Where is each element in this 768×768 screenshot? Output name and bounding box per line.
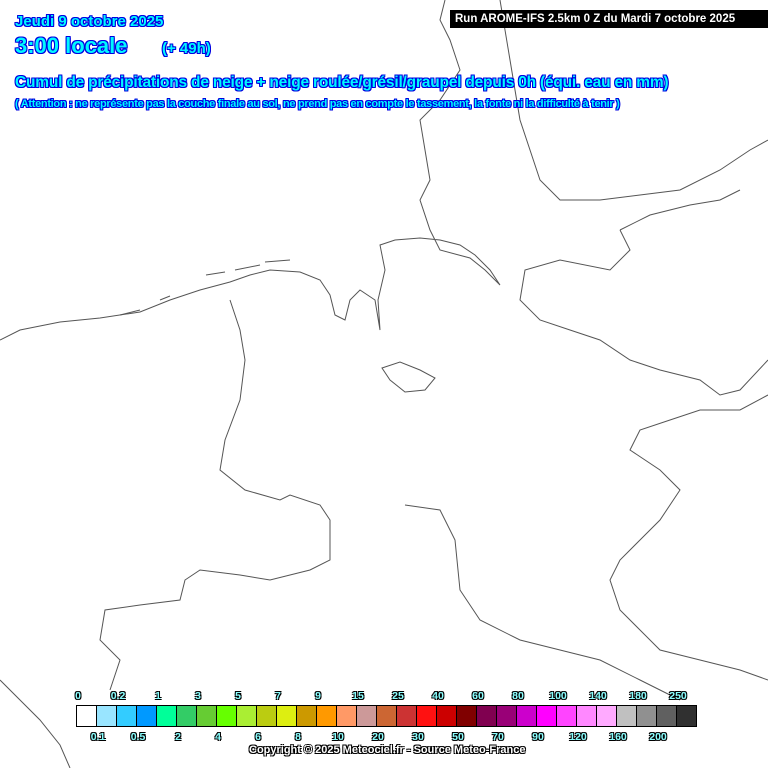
legend-label: 60 — [472, 690, 484, 702]
legend-label: 4 — [215, 731, 221, 743]
legend-label: 100 — [549, 690, 567, 702]
map-title: Cumul de précipitations de neige + neige… — [15, 74, 669, 91]
legend-label: 0.5 — [130, 731, 146, 743]
legend-label: 90 — [532, 731, 544, 743]
legend-swatch — [117, 706, 137, 726]
legend-label: 140 — [589, 690, 607, 702]
legend-swatch — [277, 706, 297, 726]
border-czech — [609, 394, 768, 681]
legend-swatch — [257, 706, 277, 726]
border-west — [99, 299, 331, 691]
legend-swatch — [517, 706, 537, 726]
legend-label: 200 — [649, 731, 667, 743]
legend-label: 0 — [75, 690, 81, 702]
legend-label: 0.1 — [90, 731, 106, 743]
legend-label: 25 — [392, 690, 404, 702]
legend-swatch — [197, 706, 217, 726]
forecast-time: 3:00 locale — [15, 33, 128, 58]
legend-swatch — [577, 706, 597, 726]
legend-swatch — [457, 706, 477, 726]
legend-label: 15 — [352, 690, 364, 702]
legend-swatch — [557, 706, 577, 726]
legend-swatch — [677, 706, 696, 726]
legend-label: 5 — [235, 690, 241, 702]
islands — [119, 259, 291, 316]
legend-label: 0.2 — [110, 690, 126, 702]
legend-swatch — [177, 706, 197, 726]
legend-swatch — [397, 706, 417, 726]
legend-swatch — [137, 706, 157, 726]
forecast-date: Jeudi 9 octobre 2025 — [15, 13, 164, 30]
legend-swatch — [377, 706, 397, 726]
coastline — [0, 0, 501, 341]
legend-swatch — [417, 706, 437, 726]
legend-swatch — [217, 706, 237, 726]
legend-label: 2 — [175, 731, 181, 743]
lake — [381, 361, 436, 393]
legend-swatch — [617, 706, 637, 726]
map-note: ( Attention : ne représente pas la couch… — [15, 98, 620, 110]
legend-label: 50 — [452, 731, 464, 743]
legend-swatch — [77, 706, 97, 726]
lead-time: (+ 49h) — [162, 40, 211, 57]
legend-swatch — [237, 706, 257, 726]
legend-label: 8 — [295, 731, 301, 743]
legend-label: 80 — [512, 690, 524, 702]
legend-swatch — [477, 706, 497, 726]
legend-label: 250 — [669, 690, 687, 702]
legend-label: 10 — [332, 731, 344, 743]
legend-swatch — [597, 706, 617, 726]
river — [0, 679, 71, 768]
legend-label: 120 — [569, 731, 587, 743]
legend-swatch — [297, 706, 317, 726]
coast-east — [619, 189, 741, 231]
border-east — [519, 229, 768, 396]
legend-label: 7 — [275, 690, 281, 702]
legend-label: 3 — [195, 690, 201, 702]
legend-swatch — [317, 706, 337, 726]
legend-label: 20 — [372, 731, 384, 743]
legend-label: 1 — [155, 690, 161, 702]
run-info: Run AROME-IFS 2.5km 0 Z du Mardi 7 octob… — [450, 10, 768, 28]
legend-label: 70 — [492, 731, 504, 743]
legend-label: 40 — [432, 690, 444, 702]
legend-swatch — [497, 706, 517, 726]
legend-label: 30 — [412, 731, 424, 743]
legend-label: 180 — [629, 690, 647, 702]
legend-swatch — [97, 706, 117, 726]
color-legend — [76, 705, 697, 727]
legend-swatch — [537, 706, 557, 726]
border-north — [499, 0, 768, 201]
legend-label: 9 — [315, 690, 321, 702]
legend-swatch — [637, 706, 657, 726]
copyright: Copyright © 2025 Meteociel.fr - Source M… — [249, 744, 526, 756]
legend-swatch — [337, 706, 357, 726]
border-south — [404, 504, 681, 701]
legend-swatch — [657, 706, 677, 726]
legend-swatch — [157, 706, 177, 726]
legend-label: 160 — [609, 731, 627, 743]
legend-label: 6 — [255, 731, 261, 743]
legend-swatch — [437, 706, 457, 726]
legend-swatch — [357, 706, 377, 726]
